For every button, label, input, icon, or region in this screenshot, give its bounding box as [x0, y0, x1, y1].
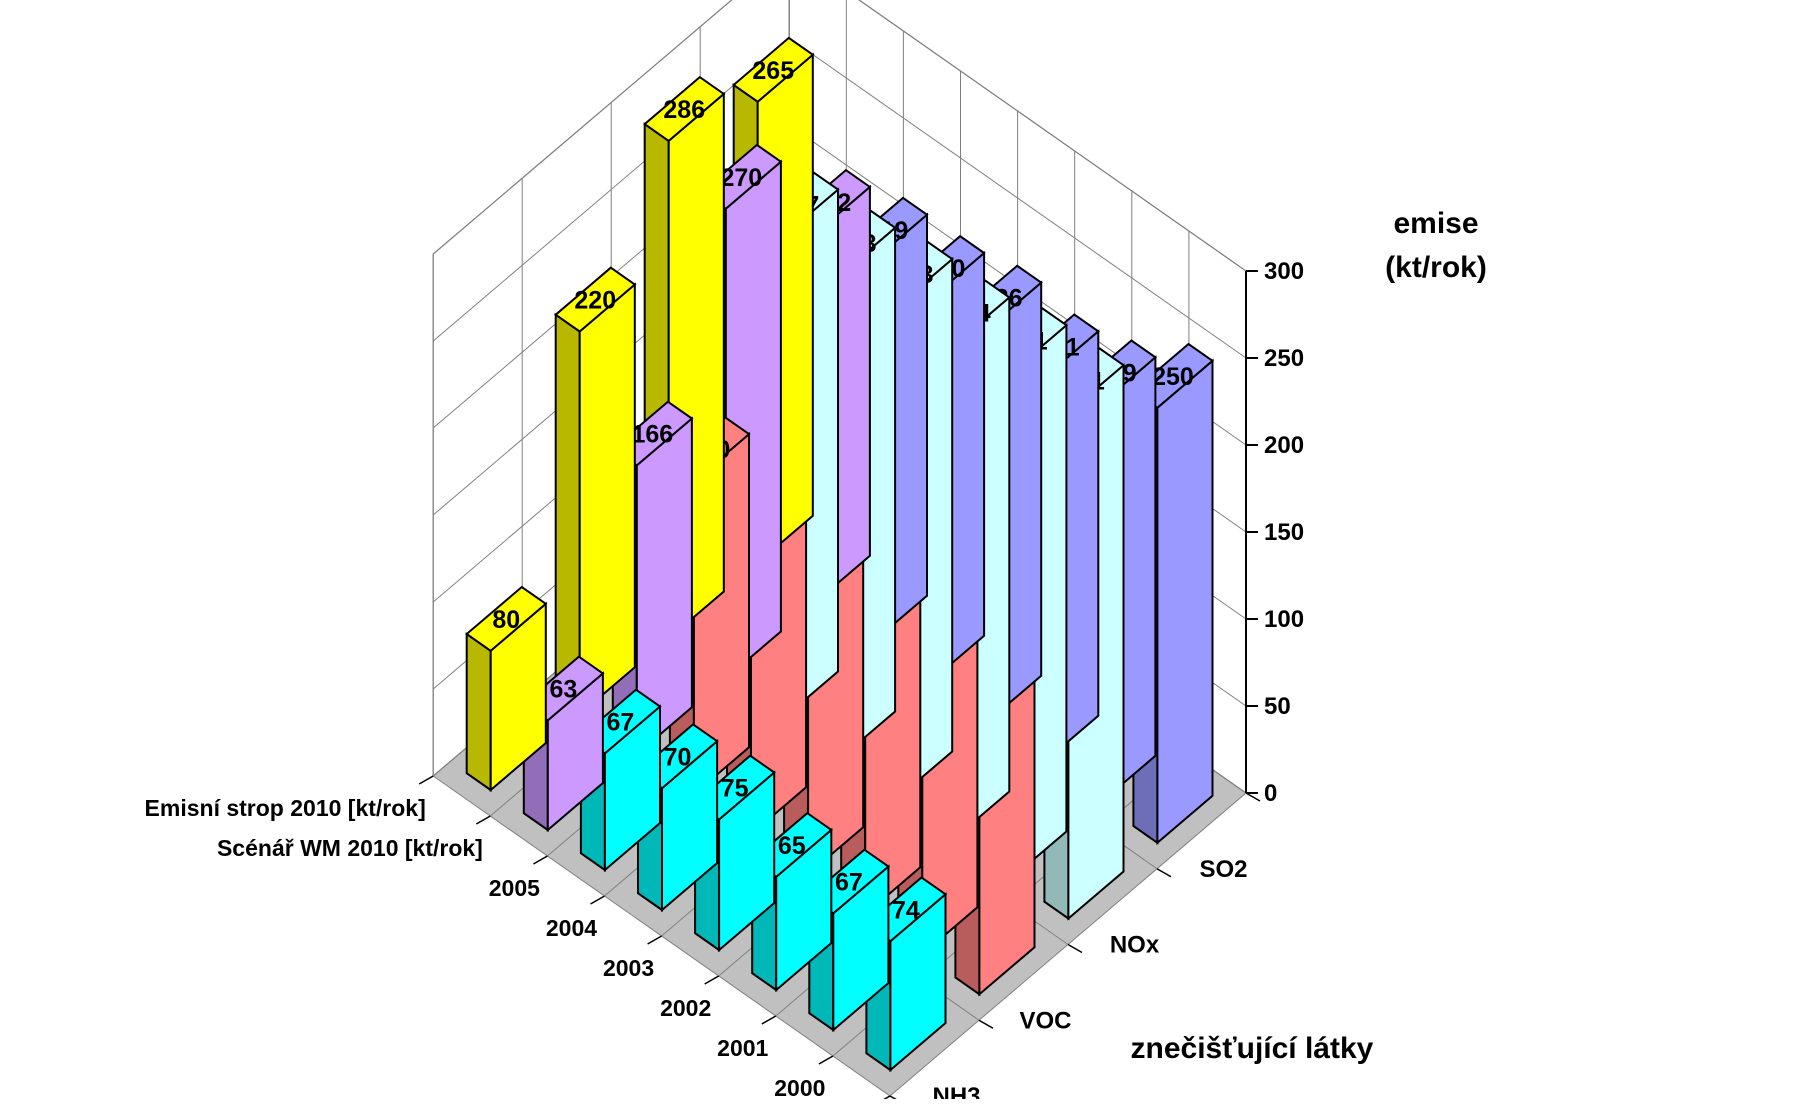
series-label: Emisní strop 2010 [kt/rok]: [145, 795, 426, 821]
pollutant-tick: [1156, 868, 1172, 878]
pollutant-tick: [1245, 792, 1261, 802]
bar-front: [1156, 358, 1214, 845]
bars: 2502292912212912132262842047422028319767…: [465, 36, 1215, 1073]
series-label: 2003: [603, 955, 654, 981]
data-label: 63: [549, 676, 577, 704]
value-tick-label: 150: [1264, 519, 1304, 546]
value-axis-title-line1: emise: [1393, 207, 1478, 240]
value-tick-label: 250: [1264, 345, 1304, 372]
data-label: 75: [721, 775, 749, 803]
value-axis: 0 50 100 150 200 250 300: [1245, 258, 1304, 807]
pollutant-label: NOx: [1110, 932, 1160, 959]
data-label: 220: [574, 287, 616, 315]
data-label: 166: [631, 421, 673, 449]
series-label: 2002: [660, 995, 711, 1021]
gridline-value: [432, 0, 1247, 272]
data-label: 70: [664, 743, 692, 771]
bar-nh3-2005: 67: [579, 688, 662, 873]
bar-top: [643, 75, 726, 143]
series-label: 2005: [489, 875, 540, 901]
series-tick: [647, 935, 662, 945]
pollutant-tick: [1067, 943, 1083, 954]
value-tick-label: 100: [1264, 606, 1304, 633]
bar-side: [554, 312, 581, 717]
bar-top: [465, 585, 548, 653]
series-tick: [590, 895, 605, 905]
value-tick-label: 0: [1264, 780, 1277, 807]
bar-top: [554, 266, 637, 333]
data-label: 67: [835, 869, 863, 897]
series-tick: [418, 775, 434, 785]
pollutant-label: NH3: [932, 1083, 980, 1099]
series-tick: [818, 1055, 834, 1065]
data-label: 67: [607, 709, 635, 737]
value-axis-title-line2: (kt/rok): [1385, 251, 1487, 284]
bar-side: [465, 632, 492, 792]
series-label: 2004: [546, 915, 597, 941]
bar-nh3-emisní: 80: [465, 585, 548, 793]
data-label: 265: [752, 57, 794, 85]
data-label: 74: [892, 896, 920, 924]
pollutant-label: SO2: [1199, 856, 1247, 883]
data-label: 250: [1152, 363, 1194, 391]
series-tick: [704, 975, 720, 985]
value-tick-label: 300: [1264, 258, 1304, 285]
series-label: 2001: [717, 1035, 768, 1061]
pollutant-label: VOC: [1019, 1007, 1071, 1034]
bar-front: [578, 282, 636, 717]
pollutant-axis-title: znečišťující látky: [1131, 1032, 1374, 1065]
bar-top: [732, 36, 815, 103]
series-tick: [475, 815, 491, 825]
data-label: 65: [778, 832, 806, 860]
series-label: 2000: [774, 1075, 825, 1099]
series-label: Scénář WM 2010 [kt/rok]: [217, 835, 483, 861]
data-label: 270: [720, 164, 762, 192]
data-label: 80: [492, 606, 520, 634]
value-tick-label: 50: [1264, 693, 1291, 720]
bar-voc-emisní: 220: [554, 266, 637, 717]
value-tick-label: 200: [1264, 432, 1304, 459]
pollutant-tick: [978, 1019, 994, 1029]
data-label: 286: [663, 96, 705, 124]
series-tick: [761, 1015, 777, 1025]
bar-nh3-scénář: 63: [522, 655, 605, 833]
series-tick: [533, 855, 548, 865]
